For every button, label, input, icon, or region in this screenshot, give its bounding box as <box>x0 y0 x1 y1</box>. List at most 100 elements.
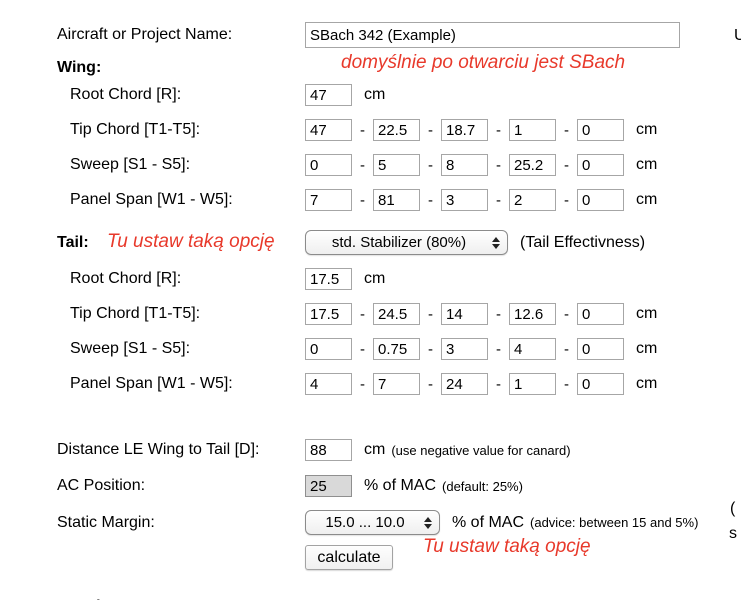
dash-separator: - <box>564 305 569 323</box>
dash-separator: - <box>360 340 365 358</box>
unit-label: cm <box>364 441 386 458</box>
static-margin-note: (advice: between 15 and 5%) <box>530 515 699 530</box>
tail-effectiveness-selected-value: std. Stabilizer (80%) <box>331 234 467 251</box>
dash-separator: - <box>564 191 569 209</box>
dash-separator: - <box>360 121 365 139</box>
wing-panel-span-input-4[interactable] <box>509 189 556 211</box>
aircraft-name-label: Aircraft or Project Name: <box>57 26 233 43</box>
tail-tip-chord-input-1[interactable] <box>305 303 352 325</box>
wing-sweep-input-3[interactable] <box>441 154 488 176</box>
dash-separator: - <box>428 156 433 174</box>
wing-panel-span-input-1[interactable] <box>305 189 352 211</box>
dash-separator: - <box>428 121 433 139</box>
static-margin-row: Static Margin: 15.0 ... 10.0 % of MAC (a… <box>0 510 741 535</box>
result-row: Result: Link to result SBach 342 (Exampl… <box>0 590 741 600</box>
dash-separator: - <box>496 156 501 174</box>
wing-panel-span-input-3[interactable] <box>441 189 488 211</box>
unit-label: cm <box>364 270 386 287</box>
unit-label: % of MAC <box>364 477 437 494</box>
select-stepper-arrows-icon <box>492 236 500 249</box>
dash-separator: - <box>428 340 433 358</box>
static-margin-selected-value: 15.0 ... 10.0 <box>325 514 405 531</box>
tail-panel-span-input-3[interactable] <box>441 373 488 395</box>
tail-sweep-input-2[interactable] <box>373 338 420 360</box>
wing-header: Wing: <box>57 59 102 76</box>
static-margin-label: Static Margin: <box>57 513 155 531</box>
tail-tip-chord-input-4[interactable] <box>509 303 556 325</box>
wing-sweep-label: Sweep [S1 - S5]: <box>70 156 191 173</box>
tail-sweep-row: Sweep [S1 - S5]: - - - - cm <box>0 337 741 361</box>
unit-label: cm <box>636 375 658 392</box>
unit-label: cm <box>636 121 658 138</box>
tail-sweep-input-5[interactable] <box>577 338 624 360</box>
tail-sweep-input-4[interactable] <box>509 338 556 360</box>
cropped-text-fragment-paren: ( <box>730 500 736 517</box>
dash-separator: - <box>564 121 569 139</box>
tail-sweep-input-3[interactable] <box>441 338 488 360</box>
wing-panel-span-input-2[interactable] <box>373 189 420 211</box>
dash-separator: - <box>496 375 501 393</box>
tail-root-chord-row: Root Chord [R]: cm <box>0 267 741 291</box>
tail-effectiveness-select[interactable]: std. Stabilizer (80%) <box>305 230 508 255</box>
dash-separator: - <box>428 375 433 393</box>
distance-input[interactable] <box>305 439 352 461</box>
distance-label: Distance LE Wing to Tail [D]: <box>57 441 260 458</box>
tail-option-annotation: Tu ustaw taką opcję <box>107 231 275 252</box>
dash-separator: - <box>360 375 365 393</box>
wing-root-chord-input[interactable] <box>305 84 352 106</box>
tail-panel-span-input-5[interactable] <box>577 373 624 395</box>
wing-tip-chord-input-4[interactable] <box>509 119 556 141</box>
tail-panel-span-input-2[interactable] <box>373 373 420 395</box>
distance-row: Distance LE Wing to Tail [D]: cm (use ne… <box>0 438 741 462</box>
tail-root-chord-label: Root Chord [R]: <box>70 270 182 287</box>
dash-separator: - <box>564 340 569 358</box>
dash-separator: - <box>564 156 569 174</box>
wing-sweep-input-2[interactable] <box>373 154 420 176</box>
tail-panel-span-input-4[interactable] <box>509 373 556 395</box>
dash-separator: - <box>496 305 501 323</box>
static-margin-select[interactable]: 15.0 ... 10.0 <box>305 510 440 535</box>
unit-label: cm <box>636 156 658 173</box>
unit-label: cm <box>636 340 658 357</box>
tail-root-chord-input[interactable] <box>305 268 352 290</box>
tail-sweep-label: Sweep [S1 - S5]: <box>70 340 191 357</box>
ac-position-note: (default: 25%) <box>442 478 523 494</box>
wing-tip-chord-row: Tip Chord [T1-T5]: - - - - cm <box>0 118 741 142</box>
dash-separator: - <box>496 340 501 358</box>
tail-panel-span-input-1[interactable] <box>305 373 352 395</box>
wing-sweep-row: Sweep [S1 - S5]: - - - - cm <box>0 153 741 177</box>
wing-panel-span-label: Panel Span [W1 - W5]: <box>70 191 233 208</box>
wing-panel-span-row: Panel Span [W1 - W5]: - - - - cm <box>0 188 741 212</box>
wing-tip-chord-input-1[interactable] <box>305 119 352 141</box>
cropped-text-fragment-u: U <box>734 27 741 44</box>
calculate-button[interactable]: calculate <box>305 545 393 570</box>
tail-tip-chord-input-5[interactable] <box>577 303 624 325</box>
dash-separator: - <box>496 121 501 139</box>
wing-root-chord-label: Root Chord [R]: <box>70 86 182 103</box>
unit-label: cm <box>636 305 658 322</box>
wing-tip-chord-label: Tip Chord [T1-T5]: <box>70 121 201 138</box>
wing-tip-chord-input-5[interactable] <box>577 119 624 141</box>
tail-sweep-input-1[interactable] <box>305 338 352 360</box>
ac-position-input[interactable] <box>305 475 352 497</box>
tail-tip-chord-input-2[interactable] <box>373 303 420 325</box>
wing-sweep-input-5[interactable] <box>577 154 624 176</box>
unit-label: cm <box>636 191 658 208</box>
wing-tip-chord-input-3[interactable] <box>441 119 488 141</box>
tail-tip-chord-input-3[interactable] <box>441 303 488 325</box>
tail-header: Tail: <box>57 233 89 251</box>
dash-separator: - <box>360 305 365 323</box>
unit-label: cm <box>364 86 386 103</box>
aircraft-name-input[interactable] <box>305 22 680 48</box>
wing-sweep-input-1[interactable] <box>305 154 352 176</box>
aircraft-name-row: Aircraft or Project Name: <box>0 22 741 48</box>
wing-sweep-input-4[interactable] <box>509 154 556 176</box>
tail-panel-span-label: Panel Span [W1 - W5]: <box>70 375 233 392</box>
dash-separator: - <box>428 305 433 323</box>
dash-separator: - <box>564 375 569 393</box>
wing-panel-span-input-5[interactable] <box>577 189 624 211</box>
wing-root-chord-row: Root Chord [R]: cm <box>0 83 741 107</box>
wing-tip-chord-input-2[interactable] <box>373 119 420 141</box>
distance-note: (use negative value for canard) <box>391 442 571 458</box>
